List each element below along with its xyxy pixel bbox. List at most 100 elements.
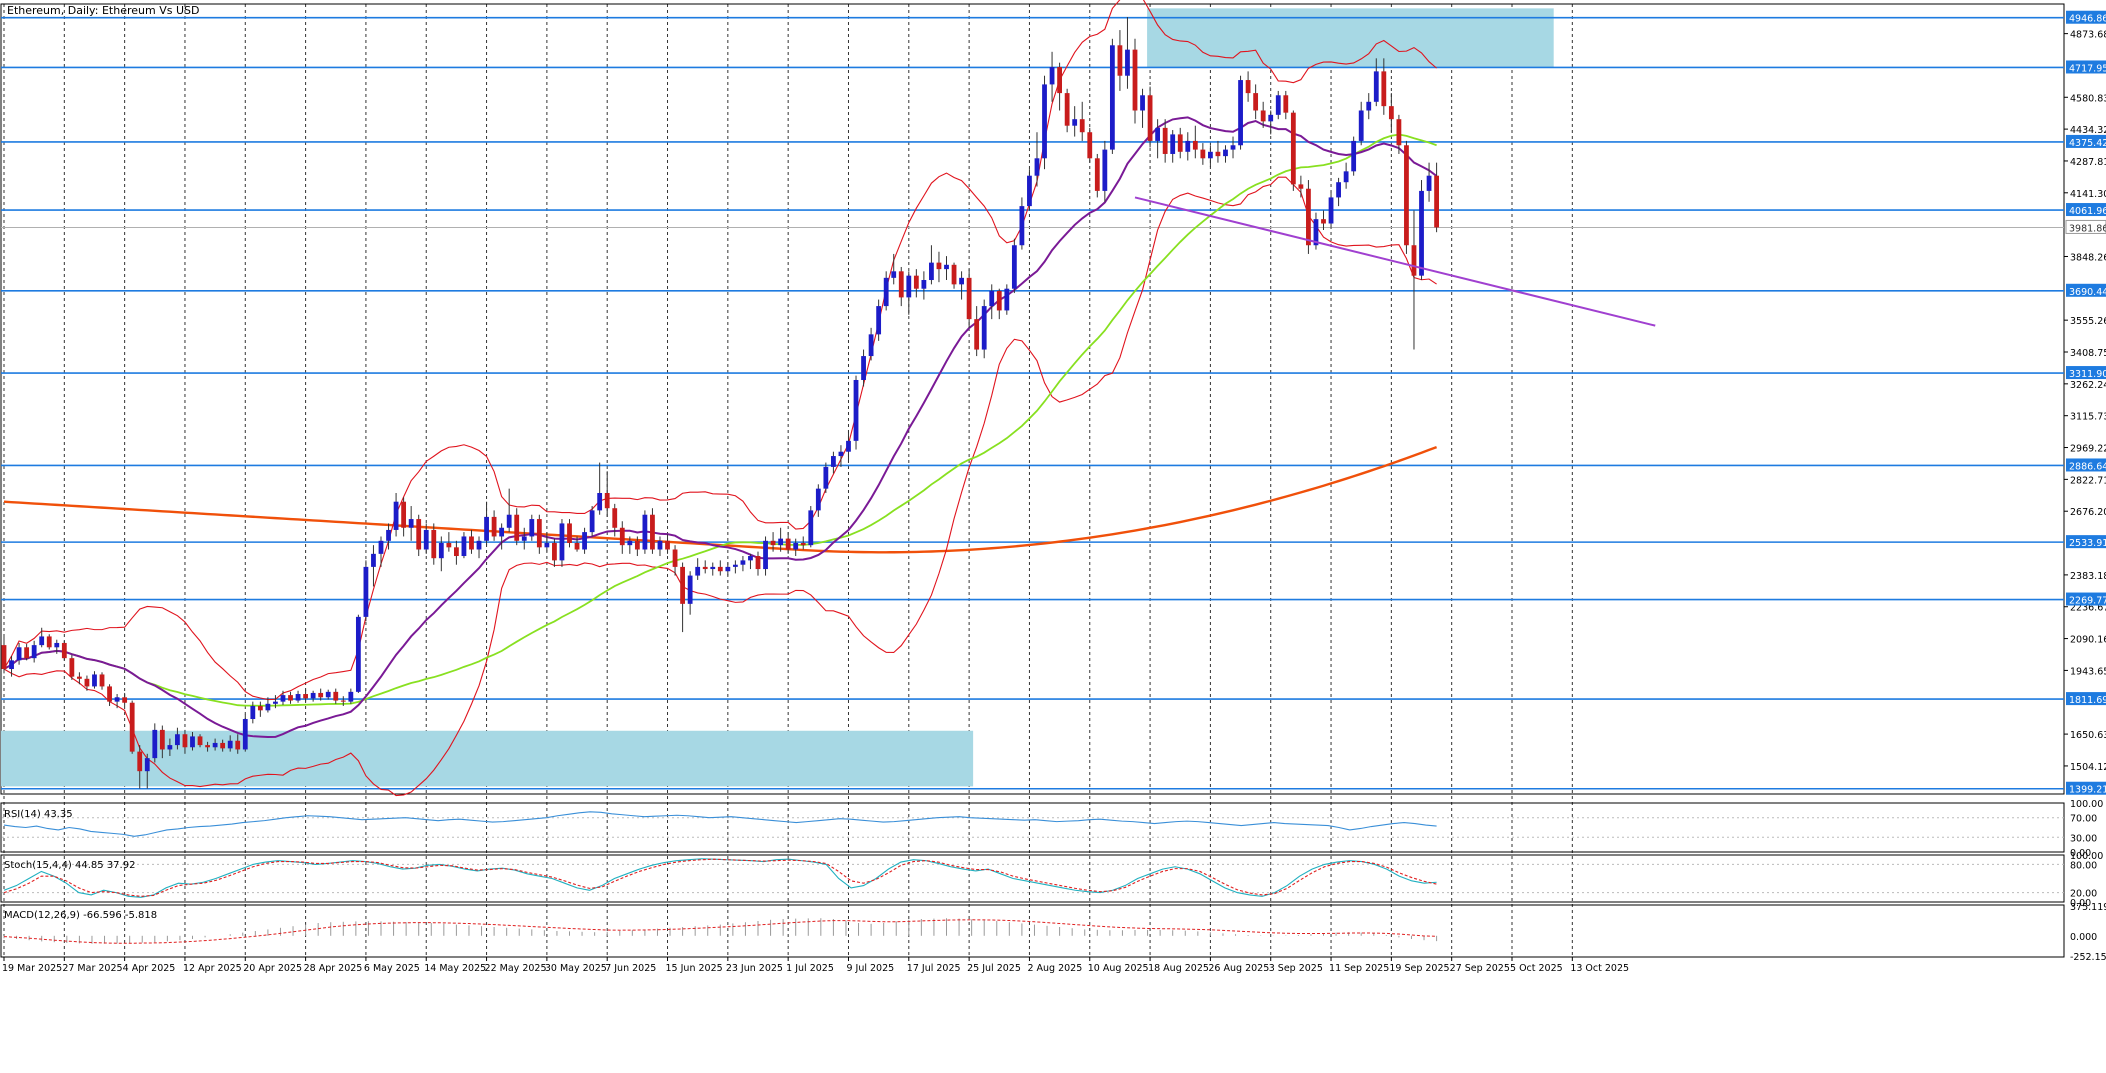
candle-up [393,501,399,530]
macd-tick-label: -252.156 [2070,952,2106,963]
candle-up [725,566,731,572]
candle-down [1298,184,1304,189]
candle-up [1004,288,1010,311]
date-axis: 19 Mar 2025 27 Mar 2025 4 Apr 2025 12 Apr 2… [2,957,1629,974]
candle-down [913,275,919,289]
candle-up [1102,149,1108,191]
candle-up [190,736,195,748]
candle-up [31,645,37,659]
macd-tick-label: 0.000 [2070,932,2097,943]
candle-up [386,529,391,541]
date-tick-label: 20 Apr 2025 [243,963,302,974]
level-label-box [2066,458,2106,472]
candle-down [966,277,972,320]
level-label-box [2066,203,2106,217]
candle-up [921,280,927,289]
candle-down [619,527,625,546]
date-tick-label: 14 May 2025 [424,963,486,974]
candle-up [1275,95,1281,115]
candle-up [1373,71,1379,102]
candle-down [1064,93,1070,126]
candle-up [808,510,814,546]
candle-down [1306,188,1311,246]
price-tick-label: 2383.18 [2070,571,2106,582]
candle-down [197,736,203,746]
candle-up [363,566,369,617]
candle-down [936,262,942,270]
candle-down [159,729,165,750]
candle-down [1200,149,1206,159]
candle-down [129,702,135,752]
candle-down [1388,106,1394,120]
candle-up [273,701,278,704]
candle-down [1404,145,1409,246]
candle-up [355,616,361,692]
candle-down [24,647,30,659]
price-tick-label: 2676.20 [2070,507,2106,518]
candle-down [800,542,806,546]
price-tick-label: 3555.26 [2070,316,2106,327]
candle-up [521,536,527,541]
candle-up [687,575,693,604]
level-label: 2269.77 [2069,596,2106,607]
candle-down [1162,127,1168,154]
moving-average-mid [3,133,1437,707]
candle-up [227,740,233,749]
candle-up [39,636,45,646]
candle-down [785,538,791,550]
candle-up [242,719,248,750]
macd-signal-line [3,919,1437,944]
candle-up [944,264,949,270]
candle-up [1328,197,1334,224]
level-label-box [2066,692,2106,706]
macd-label: MACD(12,26,9) -66.596 -5.818 [4,910,157,921]
candle-up [378,540,384,554]
candle-up [152,729,158,759]
candle-up [710,566,716,570]
candle-up [175,734,180,746]
candle-up [325,691,331,698]
candle-down [1177,134,1183,152]
candle-up [295,694,301,701]
candle-up [876,306,882,335]
candle-up [861,356,866,380]
date-tick-label: 25 Jul 2025 [967,963,1021,974]
candle-up [16,647,22,661]
price-tick-label: 1650.63 [2070,730,2106,741]
trendline [1134,196,1656,327]
candle-down [431,529,437,559]
candle-up [484,516,489,541]
candle-down [1283,95,1289,113]
candle-up [959,277,964,285]
candle-up [9,660,14,670]
candle-down [107,686,112,702]
candle-up [891,271,897,278]
candle-up [559,523,565,561]
rsi-tick-label: 30.00 [2070,833,2097,844]
candle-down [1245,80,1251,94]
price-tick-label: 2090.16 [2070,635,2106,646]
candle-up [853,379,859,441]
candle-down [84,678,90,687]
candle-down [702,566,708,570]
candle-down [974,319,980,350]
candle-up [1419,190,1424,276]
level-label-box [2066,781,2106,795]
level-label-box [2066,134,2106,148]
candle-up [1019,206,1025,246]
candle-down [303,694,308,699]
moving-average-long [3,445,1438,554]
candle-up [823,466,829,489]
candle-down [288,695,293,701]
candle-up [883,277,889,307]
candle-down [318,692,324,698]
price-tick-label: 4580.83 [2070,93,2106,104]
price-tick-label: 4141.30 [2070,189,2106,200]
date-tick-label: 27 Sep 2025 [1450,963,1510,974]
candle-down [574,542,580,550]
candle-up [167,745,173,750]
level-label: 3690.44 [2069,287,2106,298]
candle-down [1087,132,1093,159]
candle-down [1321,219,1326,224]
candle-down [99,674,105,687]
